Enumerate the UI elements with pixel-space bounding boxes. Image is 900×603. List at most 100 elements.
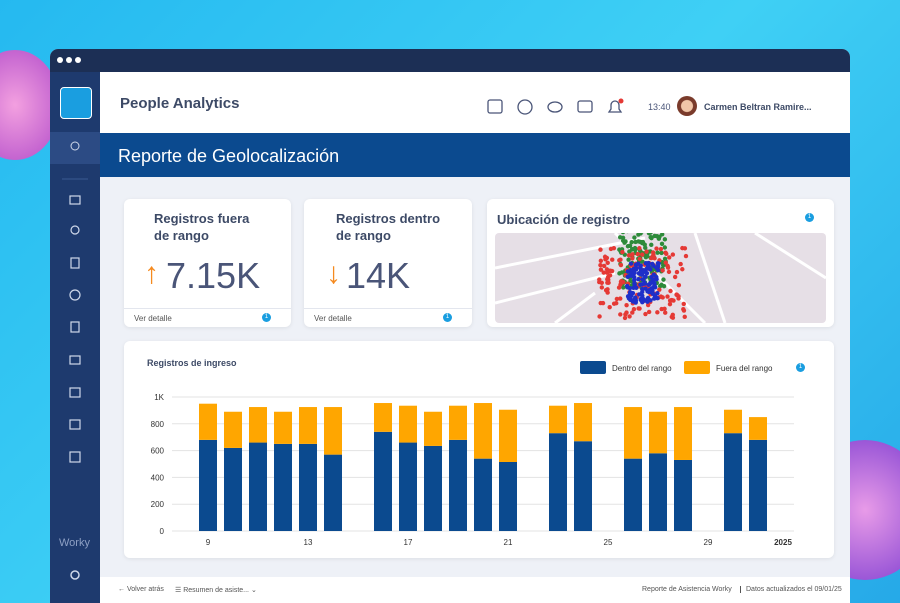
logo[interactable] [60,87,92,119]
map-point [628,261,634,266]
bar-segment [399,405,417,443]
map-point [658,246,664,252]
map-point [676,282,682,288]
update-date: Datos actualizados el 09/01/25 [740,586,842,593]
map-point [600,300,606,306]
map-point [607,304,612,310]
bar-segment [374,431,392,531]
detail-link[interactable]: Ver detalle [314,314,352,323]
map-point [670,252,676,257]
user-name[interactable]: Carmen Beltran Ramire... [704,102,812,112]
map-point [626,257,631,262]
map-point [645,263,651,269]
bar-segment [674,407,692,460]
bar-segment [249,442,267,531]
map-point [648,280,653,285]
map-point [659,241,665,247]
bar-segment [574,403,592,442]
map-point [635,261,641,266]
map-point [660,233,665,237]
map-point [646,289,651,295]
y-tick-label: 0 [160,527,165,536]
bar-segment [674,459,692,531]
filter-badge[interactable]: 1 [805,213,814,222]
menu-tab[interactable]: ☰ Resumen de asiste... ⌄ [175,587,257,594]
map-point [678,261,683,267]
bar-segment [274,411,292,444]
y-tick-label: 600 [151,447,165,456]
map-point [622,315,628,321]
map-point [640,293,645,298]
x-tick-label: 13 [304,538,313,547]
back-button[interactable]: ← Volver atrás [118,586,164,593]
bar-segment [274,443,292,531]
nav-profile[interactable] [50,132,100,164]
x-tick-label: 25 [604,538,613,547]
bar-segment [499,409,517,462]
map-point [650,250,656,255]
map-point [602,263,607,269]
bar-segment [299,443,317,531]
bar-segment [224,411,242,448]
map-point [618,312,623,317]
map-point [640,252,645,257]
footer: ← Volver atrás ☰ Resumen de asiste... ⌄ … [100,577,850,603]
back-label[interactable]: Volver atrás [126,586,164,593]
report-banner: Reporte de Geolocalización [100,133,850,177]
bar-segment [574,441,592,531]
bar-segment [624,407,642,459]
window-dots [57,57,81,63]
clock: 13:40 [648,102,671,112]
map-point [670,312,675,317]
menu-label[interactable]: Resumen de asiste... [183,587,249,594]
map-point [620,233,625,235]
map-point [633,239,638,245]
map-point [625,244,631,249]
chart-title: Registros de ingreso [147,358,237,368]
bar-segment [424,445,442,531]
map-point [655,310,660,315]
map-point [605,280,610,285]
bar-segment [624,458,642,531]
app-title: People Analytics [120,95,240,112]
map-point [629,240,634,245]
map-point [654,265,659,270]
map-point [637,306,642,311]
settings-icon[interactable] [68,568,82,582]
detail-link[interactable]: Ver detalle [134,314,172,323]
map-point [672,274,678,280]
filter-badge[interactable]: 1 [796,363,805,372]
map-point [682,246,688,251]
avatar[interactable] [677,96,697,116]
map-point [674,292,679,297]
filter-badge[interactable]: 1 [443,313,452,322]
bar-segment [449,439,467,531]
map-point [659,306,664,312]
map-point [631,307,637,312]
map-point [630,252,635,257]
map-point [598,267,604,272]
filter-badge[interactable]: 1 [262,313,271,322]
bar-segment [199,403,217,440]
map-point [620,249,625,255]
map-point [599,285,605,290]
legend-label: Dentro del rango [612,364,672,373]
bar-segment [324,454,342,531]
map-point [662,237,668,242]
map-point [682,314,687,320]
y-tick-label: 400 [151,473,165,482]
header-icons[interactable] [485,97,630,117]
bar-segment [549,433,567,531]
map-point [630,310,635,315]
bar-segment [199,439,217,531]
map-point [637,233,643,235]
map[interactable] [495,233,826,323]
map-point [681,308,687,313]
kpi-value: 14K [346,255,411,296]
map-point [632,281,637,286]
header: People Analytics 13:40 Carmen Beltran Ra… [100,72,850,133]
map-point [644,249,649,254]
map-point [652,296,657,301]
map-point [636,276,641,282]
